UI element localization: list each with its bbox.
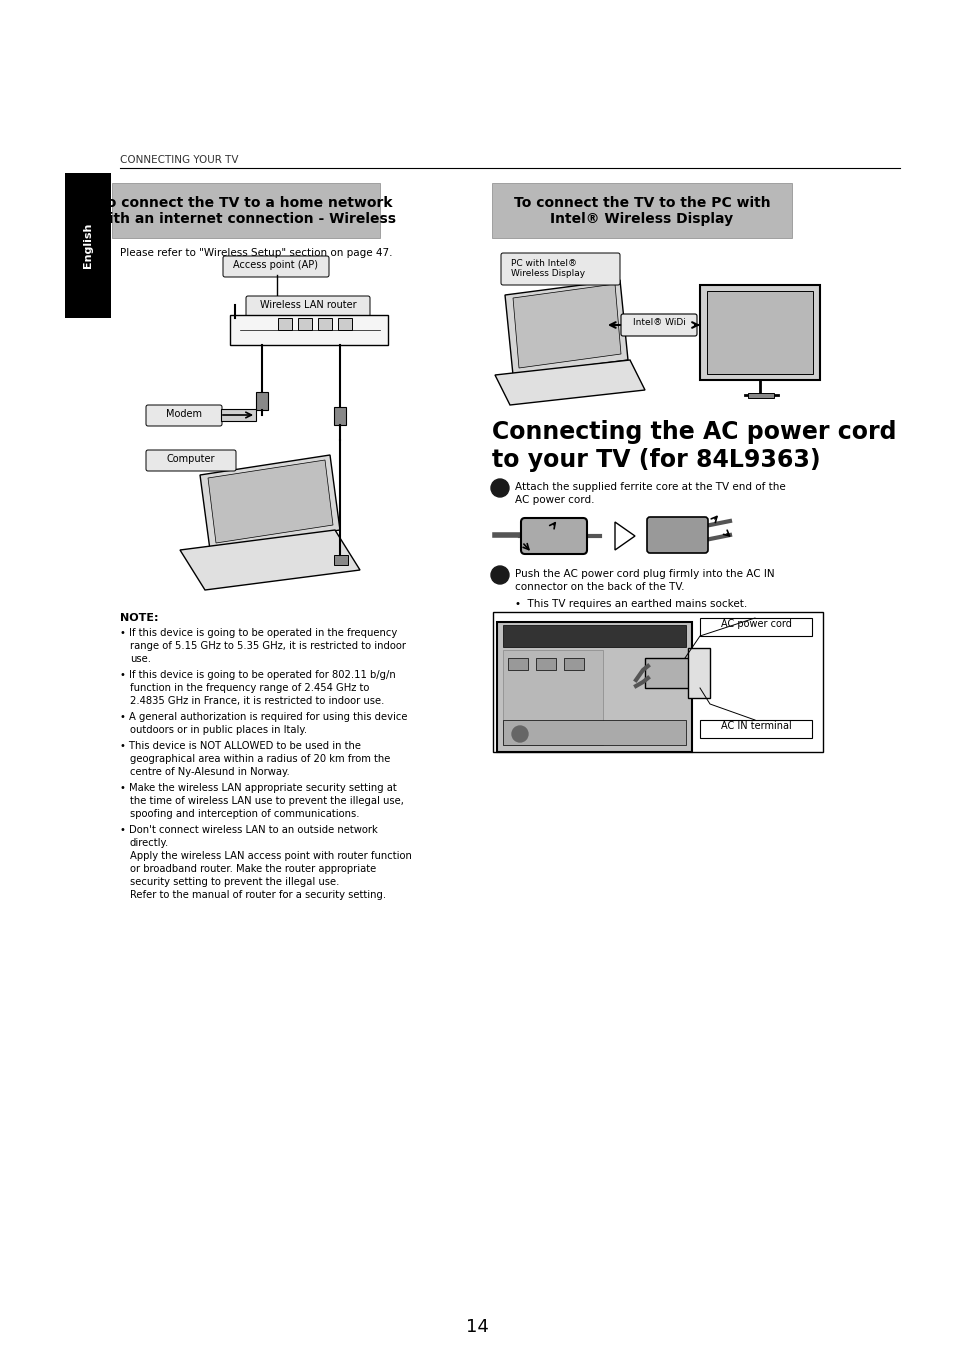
FancyBboxPatch shape [646,517,707,553]
Text: with an internet connection - Wireless: with an internet connection - Wireless [96,212,395,225]
FancyBboxPatch shape [644,657,689,688]
FancyBboxPatch shape [747,393,773,398]
Text: 2.4835 GHz in France, it is restricted to indoor use.: 2.4835 GHz in France, it is restricted t… [130,697,384,706]
FancyBboxPatch shape [334,406,346,425]
FancyBboxPatch shape [502,649,602,745]
Text: range of 5.15 GHz to 5.35 GHz, it is restricted to indoor: range of 5.15 GHz to 5.35 GHz, it is res… [130,641,406,651]
Text: CONNECTING YOUR TV: CONNECTING YOUR TV [120,155,238,165]
Text: • A general authorization is required for using this device: • A general authorization is required fo… [120,711,407,722]
Text: •  This TV requires an earthed mains socket.: • This TV requires an earthed mains sock… [515,599,746,609]
Text: Please refer to "Wireless Setup" section on page 47.: Please refer to "Wireless Setup" section… [120,248,392,258]
FancyBboxPatch shape [687,648,709,698]
Text: AC power cord: AC power cord [720,620,791,629]
Circle shape [491,566,509,585]
Text: directly.: directly. [130,838,169,848]
Text: English: English [83,223,92,267]
Text: • Don't connect wireless LAN to an outside network: • Don't connect wireless LAN to an outsi… [120,825,377,836]
FancyBboxPatch shape [334,555,348,566]
FancyBboxPatch shape [536,657,556,670]
Text: To connect the TV to the PC with: To connect the TV to the PC with [513,196,769,211]
Text: PC with Intel®
Wireless Display: PC with Intel® Wireless Display [511,259,584,278]
Text: • This device is NOT ALLOWED to be used in the: • This device is NOT ALLOWED to be used … [120,741,360,751]
Text: NOTE:: NOTE: [120,613,158,622]
FancyBboxPatch shape [246,296,370,317]
Text: function in the frequency range of 2.454 GHz to: function in the frequency range of 2.454… [130,683,369,693]
Text: outdoors or in public places in Italy.: outdoors or in public places in Italy. [130,725,307,734]
FancyBboxPatch shape [112,184,379,238]
Text: 2: 2 [496,570,503,580]
Text: 14: 14 [465,1318,488,1336]
FancyBboxPatch shape [497,622,691,752]
Text: security setting to prevent the illegal use.: security setting to prevent the illegal … [130,878,339,887]
Text: Modem: Modem [166,409,202,418]
FancyBboxPatch shape [492,184,791,238]
Text: Wireless LAN router: Wireless LAN router [259,300,355,310]
FancyBboxPatch shape [221,409,255,421]
Text: to your TV (for 84L9363): to your TV (for 84L9363) [492,448,820,472]
FancyBboxPatch shape [507,657,527,670]
FancyBboxPatch shape [620,315,697,336]
FancyBboxPatch shape [700,618,811,636]
Text: Push the AC power cord plug firmly into the AC IN: Push the AC power cord plug firmly into … [515,568,774,579]
FancyBboxPatch shape [502,625,685,647]
Text: • If this device is going to be operated in the frequency: • If this device is going to be operated… [120,628,396,639]
Circle shape [491,479,509,497]
Text: Intel® WiDi: Intel® WiDi [632,319,684,327]
FancyBboxPatch shape [146,450,235,471]
FancyBboxPatch shape [700,285,820,379]
Polygon shape [200,455,339,549]
Polygon shape [504,279,627,375]
Polygon shape [495,360,644,405]
Text: AC IN terminal: AC IN terminal [720,721,791,730]
FancyBboxPatch shape [223,256,329,277]
Text: Computer: Computer [167,454,215,464]
FancyBboxPatch shape [563,657,583,670]
Text: Connecting the AC power cord: Connecting the AC power cord [492,420,896,444]
Polygon shape [180,531,359,590]
Circle shape [512,726,527,743]
Text: geographical area within a radius of 20 km from the: geographical area within a radius of 20 … [130,755,390,764]
Text: spoofing and interception of communications.: spoofing and interception of communicati… [130,809,359,819]
FancyBboxPatch shape [297,319,312,329]
Text: Intel® Wireless Display: Intel® Wireless Display [550,212,733,225]
Text: Apply the wireless LAN access point with router function: Apply the wireless LAN access point with… [130,850,412,861]
FancyBboxPatch shape [500,252,619,285]
FancyBboxPatch shape [700,720,811,738]
FancyBboxPatch shape [706,292,812,374]
Text: centre of Ny-Alesund in Norway.: centre of Ny-Alesund in Norway. [130,767,290,778]
FancyBboxPatch shape [502,720,685,745]
FancyBboxPatch shape [317,319,332,329]
Text: Refer to the manual of router for a security setting.: Refer to the manual of router for a secu… [130,890,386,900]
FancyBboxPatch shape [337,319,352,329]
FancyBboxPatch shape [277,319,292,329]
FancyBboxPatch shape [146,405,222,427]
Text: To connect the TV to a home network: To connect the TV to a home network [99,196,393,211]
Text: or broadband router. Make the router appropriate: or broadband router. Make the router app… [130,864,375,873]
Text: • Make the wireless LAN appropriate security setting at: • Make the wireless LAN appropriate secu… [120,783,396,792]
Polygon shape [615,522,635,549]
FancyBboxPatch shape [230,315,388,346]
Text: 1: 1 [496,483,503,493]
Text: Access point (AP): Access point (AP) [233,261,318,270]
Text: connector on the back of the TV.: connector on the back of the TV. [515,582,684,593]
FancyBboxPatch shape [65,173,111,319]
FancyBboxPatch shape [255,392,268,410]
Polygon shape [513,284,620,369]
Text: AC power cord.: AC power cord. [515,495,594,505]
Polygon shape [208,460,333,543]
Text: the time of wireless LAN use to prevent the illegal use,: the time of wireless LAN use to prevent … [130,796,403,806]
Text: • If this device is going to be operated for 802.11 b/g/n: • If this device is going to be operated… [120,670,395,680]
Text: use.: use. [130,653,151,664]
Text: Attach the supplied ferrite core at the TV end of the: Attach the supplied ferrite core at the … [515,482,785,491]
FancyBboxPatch shape [520,518,586,553]
